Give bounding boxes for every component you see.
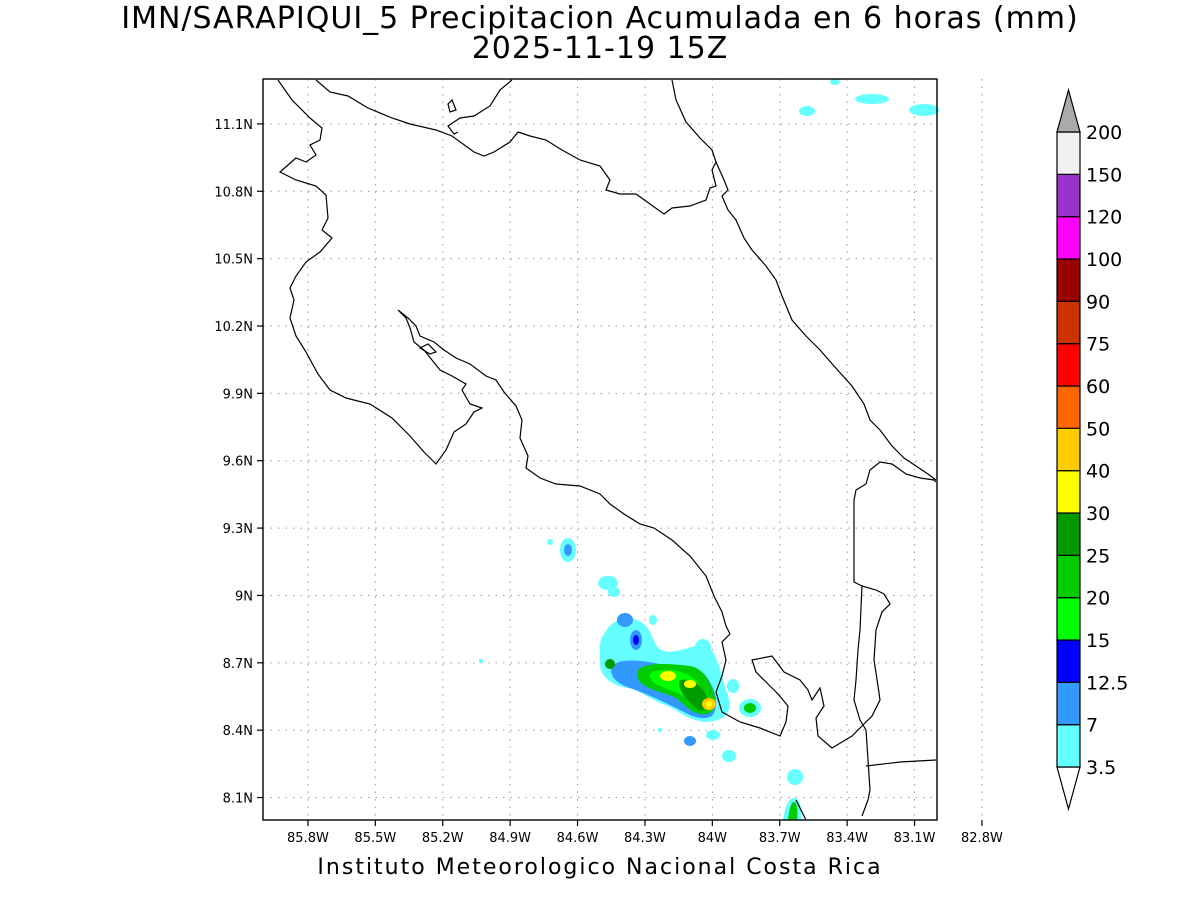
- legend-swatch: [1056, 554, 1081, 599]
- x-tick-label: 84.3W: [624, 831, 666, 846]
- precip-cell: [633, 635, 639, 645]
- latitude-axis: 11.1N 10.8N 10.5N 10.2N 9.9N 9.6N 9.3N 9N 8.7N 8.…: [214, 118, 263, 807]
- footer-credit: Instituto Meteorologico Nacional Costa R…: [317, 855, 883, 880]
- y-tick-label: 8.1N: [223, 792, 253, 807]
- precip-cell: [787, 769, 803, 785]
- y-tick-label: 8.7N: [223, 657, 253, 672]
- precip-cell: [608, 587, 620, 597]
- precip-cell: [855, 94, 889, 104]
- precip-cell: [722, 750, 736, 762]
- x-tick-label: 82.8W: [961, 831, 1003, 846]
- legend-swatch: [1056, 258, 1081, 302]
- y-tick-label: 9.6N: [223, 455, 253, 470]
- legend-label: 120: [1086, 207, 1122, 229]
- legend-label: 12.5: [1086, 672, 1128, 694]
- precip-cell: [658, 728, 662, 732]
- precip-cell: [679, 679, 708, 711]
- color-legend: 3.5 7 12.5 15 20 25 30 40 50 60 75 90 100 120 150 200: [1056, 87, 1128, 812]
- legend-label: 90: [1086, 291, 1110, 313]
- precip-cell: [598, 576, 618, 590]
- legend-swatch: [1056, 385, 1081, 429]
- legend-swatch: [1056, 724, 1081, 768]
- precip-cell: [909, 104, 939, 116]
- precip-cell: [695, 639, 711, 657]
- legend-label: 75: [1086, 334, 1110, 356]
- legend-label: 50: [1086, 418, 1110, 440]
- precip-cell: [649, 615, 657, 625]
- precip-cell: [727, 679, 739, 693]
- legend-swatch: [1056, 681, 1081, 726]
- precip-cell: [660, 671, 676, 681]
- legend-label: 40: [1086, 461, 1110, 483]
- legend-label: 3.5: [1086, 757, 1116, 779]
- precipitation-field: [479, 79, 939, 820]
- precip-cell: [684, 736, 696, 746]
- legend-label: 200: [1086, 122, 1122, 144]
- legend-swatch: [1056, 131, 1081, 175]
- y-tick-label: 10.5N: [214, 253, 253, 268]
- legend-swatch: [1056, 639, 1081, 683]
- precip-cell: [547, 539, 553, 545]
- legend-label: 7: [1086, 715, 1098, 737]
- precip-cell: [684, 680, 696, 688]
- legend-swatch: [1056, 597, 1081, 641]
- precip-cell: [479, 659, 483, 663]
- legend-swatch: [1056, 343, 1081, 387]
- x-tick-label: 84.9W: [489, 831, 531, 846]
- precip-cell: [706, 730, 720, 740]
- y-tick-label: 8.4N: [223, 724, 253, 739]
- map-grid: [263, 79, 983, 820]
- legend-label: 30: [1086, 503, 1110, 525]
- legend-swatch: [1056, 427, 1081, 472]
- precip-cell: [799, 106, 815, 116]
- legend-label: 25: [1086, 545, 1110, 567]
- x-tick-label: 85.5W: [354, 831, 396, 846]
- x-tick-label: 84W: [698, 831, 728, 846]
- legend-swatch: [1056, 173, 1081, 218]
- legend-swatch: [1056, 470, 1081, 514]
- precip-cell: [744, 703, 756, 713]
- legend-upper-arrow: [1056, 87, 1081, 133]
- legend-label: 15: [1086, 630, 1110, 652]
- x-tick-label: 84.6W: [557, 831, 599, 846]
- x-tick-label: 83.1W: [894, 831, 936, 846]
- x-tick-label: 83.4W: [826, 831, 868, 846]
- precip-cell: [617, 613, 633, 627]
- legend-label: 20: [1086, 588, 1110, 610]
- precip-cell: [605, 659, 615, 669]
- legend-swatch: [1056, 216, 1081, 260]
- legend-label: 150: [1086, 164, 1122, 186]
- legend-swatch: [1056, 300, 1081, 345]
- y-tick-label: 11.1N: [214, 118, 253, 133]
- legend-lower-arrow: [1056, 766, 1081, 812]
- x-tick-label: 85.2W: [422, 831, 464, 846]
- y-tick-label: 10.2N: [214, 320, 253, 335]
- precip-cell: [564, 544, 572, 556]
- coastline: [277, 79, 937, 821]
- y-tick-label: 9.3N: [223, 522, 253, 537]
- legend-label: 100: [1086, 249, 1122, 271]
- legend-label: 60: [1086, 376, 1110, 398]
- y-tick-label: 10.8N: [214, 185, 253, 200]
- x-tick-label: 83.7W: [759, 831, 801, 846]
- precip-cell: [706, 701, 712, 707]
- chart-title: IMN/SARAPIQUI_5 Precipitacion Acumulada …: [121, 1, 1079, 36]
- legend-swatch: [1056, 512, 1081, 556]
- chart-subtitle-date: 2025-11-19 15Z: [471, 31, 729, 66]
- longitude-axis: 85.8W 85.5W 85.2W 84.9W 84.6W 84.3W 84W 83.7W 83…: [287, 820, 1003, 846]
- precip-cell: [830, 79, 840, 85]
- precip-cell: [788, 802, 798, 820]
- y-tick-label: 9N: [235, 589, 253, 604]
- y-tick-label: 9.9N: [223, 387, 253, 402]
- x-tick-label: 85.8W: [287, 831, 329, 846]
- plot-frame: [262, 78, 938, 821]
